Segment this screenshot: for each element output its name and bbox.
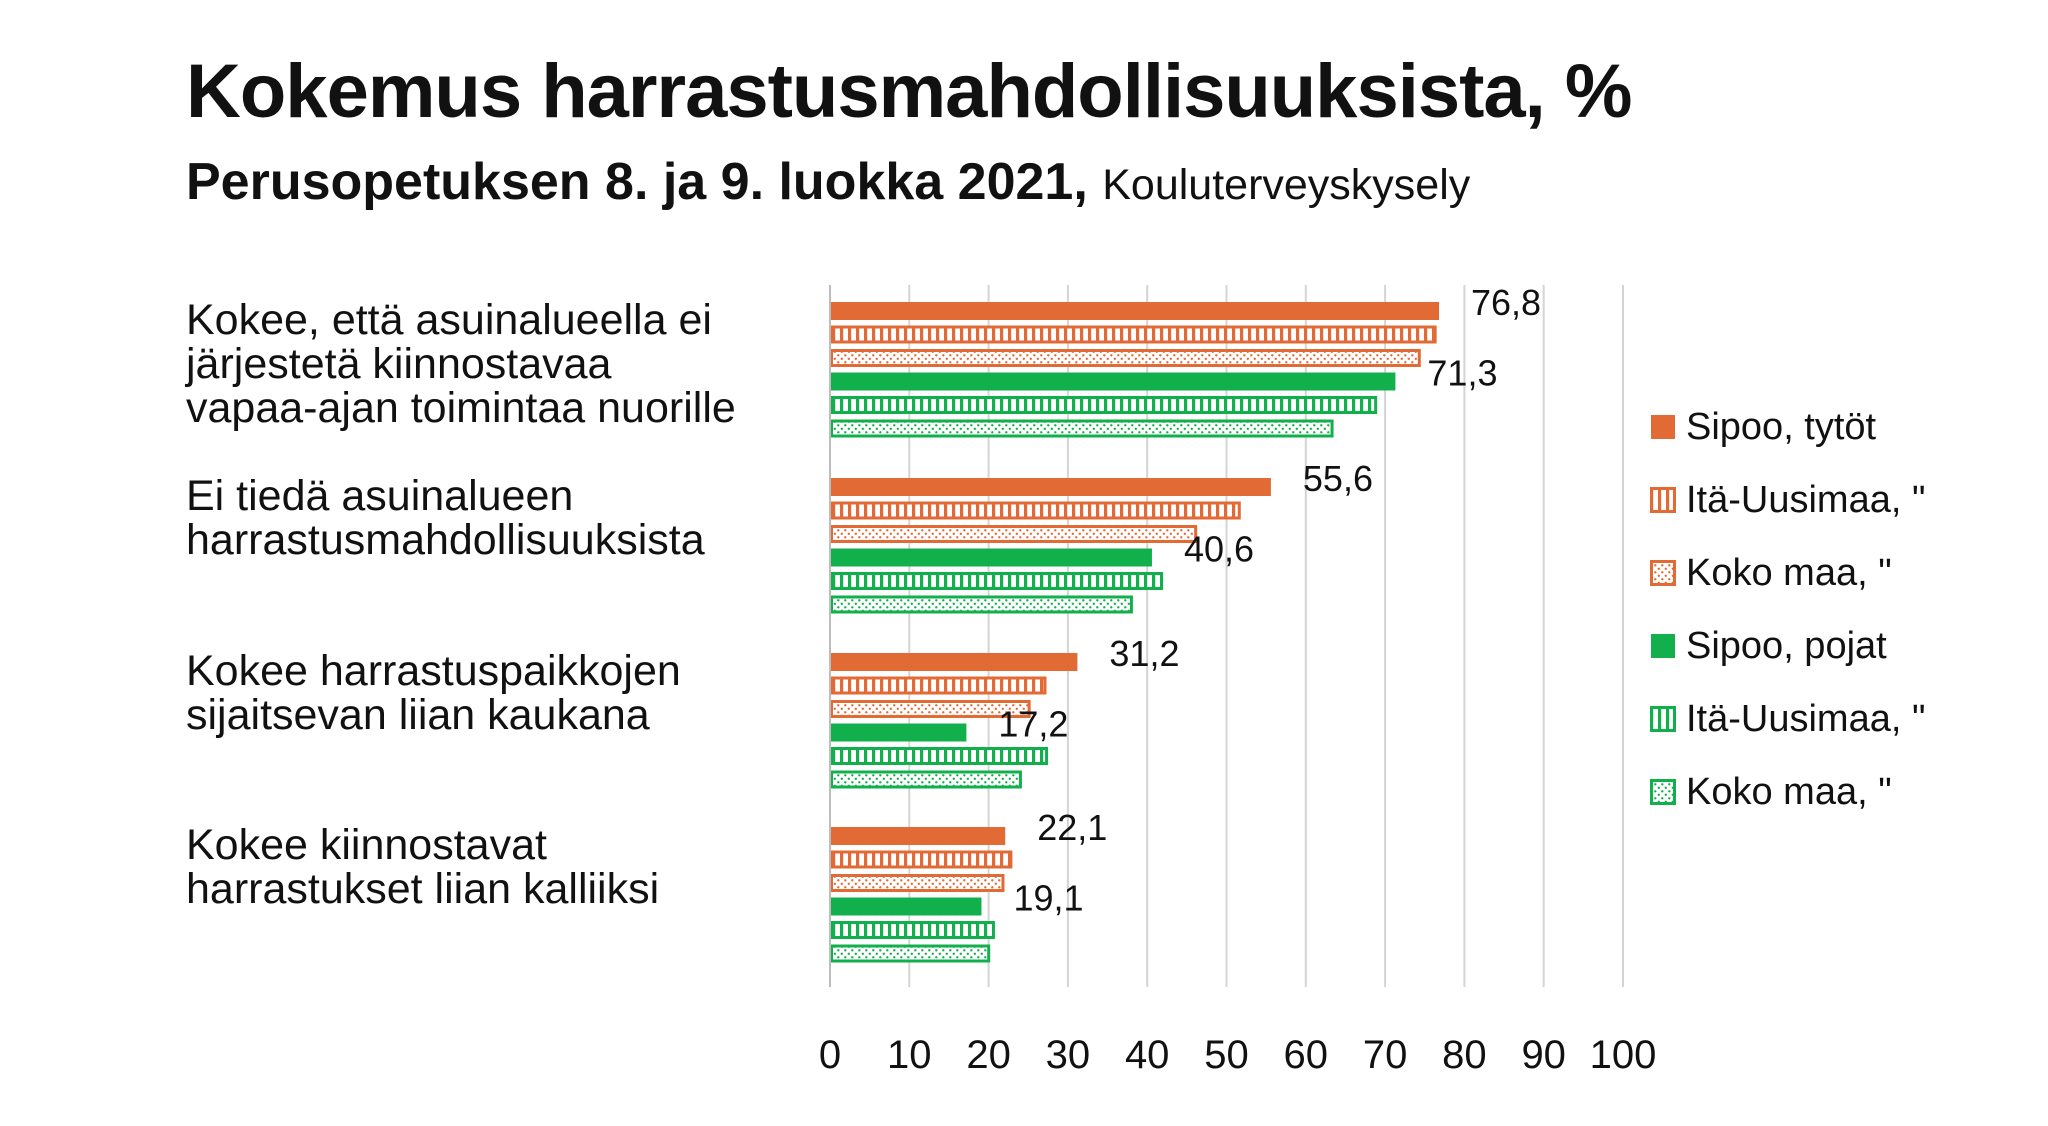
legend-item: Itä-Uusimaa, " [1650,697,1925,741]
legend-label: Sipoo, tytöt [1686,405,1877,448]
bar [830,874,1005,892]
legend-swatch-stripes-orange [1650,487,1676,513]
chart-title: Kokemus harrastusmahdollisuuksista, % [186,49,1632,134]
bar [830,325,1437,344]
legend-swatch-solid-orange [1651,415,1675,439]
x-tick-label: 100 [1590,1033,1657,1077]
bar [830,653,1078,671]
bar [830,676,1047,695]
legend-item: Koko maa, " [1650,551,1892,595]
value-labels: 76,8 71,3 55,6 40,6 31,2 17,2 22,1 19,1 [998,282,1541,919]
bar [830,372,1396,391]
value-label: 71,3 [1427,353,1497,394]
bar [830,572,1164,590]
legend-item: Sipoo, tytöt [1650,405,1876,449]
bar [830,700,1031,718]
bar [830,478,1271,496]
bar [830,850,1013,869]
legend-label: Itä-Uusimaa, " [1686,478,1926,521]
x-tick-label: 60 [1284,1033,1329,1077]
legend-item: Itä-Uusimaa, " [1650,478,1925,522]
chart-subtitle: Perusopetuksen 8. ja 9. luokka 2021, Kou… [186,152,1470,212]
bar [830,525,1198,543]
category-label: Kokee kiinnostavat harrastukset liian ka… [186,821,660,913]
x-tick-label: 50 [1204,1033,1249,1077]
legend-label: Koko maa, " [1686,770,1892,813]
bars [830,302,1440,963]
legend-swatch-dots-orange [1650,560,1676,586]
bar [830,349,1421,367]
bar [830,723,967,742]
bar [830,747,1049,765]
bar [830,501,1241,520]
bar [830,944,991,963]
bar [830,827,1006,845]
category-label: Ei tiedä asuinalueen harrastusmahdollisu… [186,472,705,564]
subtitle-bold: Perusopetuksen 8. ja 9. luokka 2021, [186,153,1088,211]
bar [830,770,1022,789]
category-label: Kokee, että asuinalueella ei järjestetä … [186,296,736,432]
x-tick-label: 40 [1125,1033,1170,1077]
legend-label: Sipoo, pojat [1686,624,1887,667]
x-tick-label: 70 [1363,1033,1408,1077]
bar [830,897,982,916]
legend-item: Koko maa, " [1650,770,1892,814]
category-label: Kokee harrastuspaikkojen sijaitsevan lii… [186,647,681,739]
x-tick-label: 90 [1521,1033,1566,1077]
legend-swatch-dots-green [1650,779,1676,805]
bar [830,595,1133,614]
legend-swatch-solid-green [1651,634,1675,658]
legend-label: Itä-Uusimaa, " [1686,697,1926,740]
value-label: 19,1 [1013,878,1083,919]
x-tick-label: 80 [1442,1033,1487,1077]
bar [830,302,1440,320]
x-tick-label: 30 [1046,1033,1091,1077]
x-tick-label: 0 [819,1033,841,1077]
x-axis-ticks: 0 10 20 30 40 50 60 70 80 90 100 [819,1033,1657,1077]
subtitle-source: Kouluterveyskysely [1102,161,1471,209]
legend-item: Sipoo, pojat [1650,624,1887,668]
value-label: 40,6 [1184,529,1254,570]
value-label: 76,8 [1471,282,1541,323]
legend-swatch-stripes-green [1650,706,1676,732]
value-label: 55,6 [1303,458,1373,499]
bar [830,548,1152,567]
x-tick-label: 20 [966,1033,1011,1077]
value-label: 22,1 [1037,807,1107,848]
value-label: 31,2 [1109,633,1179,674]
bar [830,921,995,939]
bar [830,396,1378,414]
legend-label: Koko maa, " [1686,551,1892,594]
bar [830,419,1334,438]
value-label: 17,2 [998,704,1068,745]
x-tick-label: 10 [887,1033,932,1077]
